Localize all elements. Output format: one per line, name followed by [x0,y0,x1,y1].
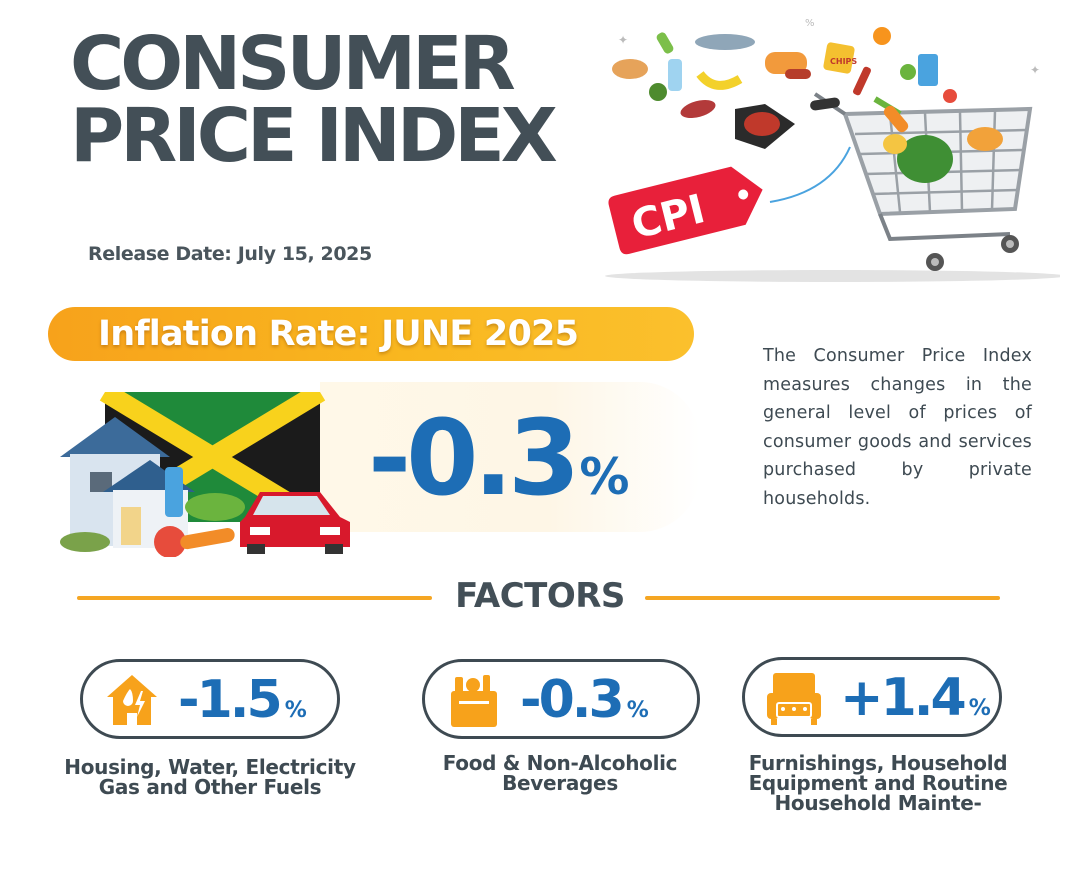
factor-value-furnishings: +1.4% [840,668,991,728]
car-icon [240,492,350,554]
page-title: CONSUMER PRICE INDEX [70,21,558,179]
shopping-cart-illustration: CHIPS CPI ✦ % ✦ [605,18,1060,282]
factor-card-furnishings: +1.4% [742,657,1002,737]
factor-label-furnishings: Furnishings, Household Equipment and Rou… [748,751,1008,815]
factor-card-food: -0.3% [422,659,700,739]
house-utilities-icon [107,675,157,725]
svg-text:✦: ✦ [618,33,628,47]
title-line-2: PRICE INDEX [70,93,558,179]
svg-text:✦: ✦ [1030,63,1040,77]
factors-divider-right [645,596,1000,600]
cpi-price-tag: CPI [608,166,763,255]
inflation-value: -0.3 % [368,398,630,518]
inflation-value-panel [320,382,700,532]
factor-value-housing: -1.5% [178,670,307,730]
inflation-banner [48,307,694,361]
svg-text:%: % [805,18,815,29]
factors-divider-left [77,596,432,600]
inflation-value-number: -0.3 [368,397,580,519]
release-date: Release Date: July 15, 2025 [88,243,372,265]
svg-text:CHIPS: CHIPS [830,57,857,66]
factor-label-housing: Housing, Water, Electricity Gas and Othe… [64,755,356,799]
factor-card-housing: -1.5% [80,659,340,739]
grocery-bag-icon [451,675,497,727]
title-line-1: CONSUMER [70,21,516,107]
inflation-label: Inflation Rate: JUNE 2025 [98,314,579,354]
armchair-icon [767,673,821,725]
factors-heading: FACTORS [455,576,625,616]
cpi-description: The Consumer Price Index measures change… [763,346,1032,509]
factor-value-food: -0.3% [520,670,649,730]
factor-label-food: Food & Non-Alcoholic Beverages [442,751,678,795]
jamaica-scene-illustration [60,392,350,557]
inflation-value-unit: % [579,448,630,506]
